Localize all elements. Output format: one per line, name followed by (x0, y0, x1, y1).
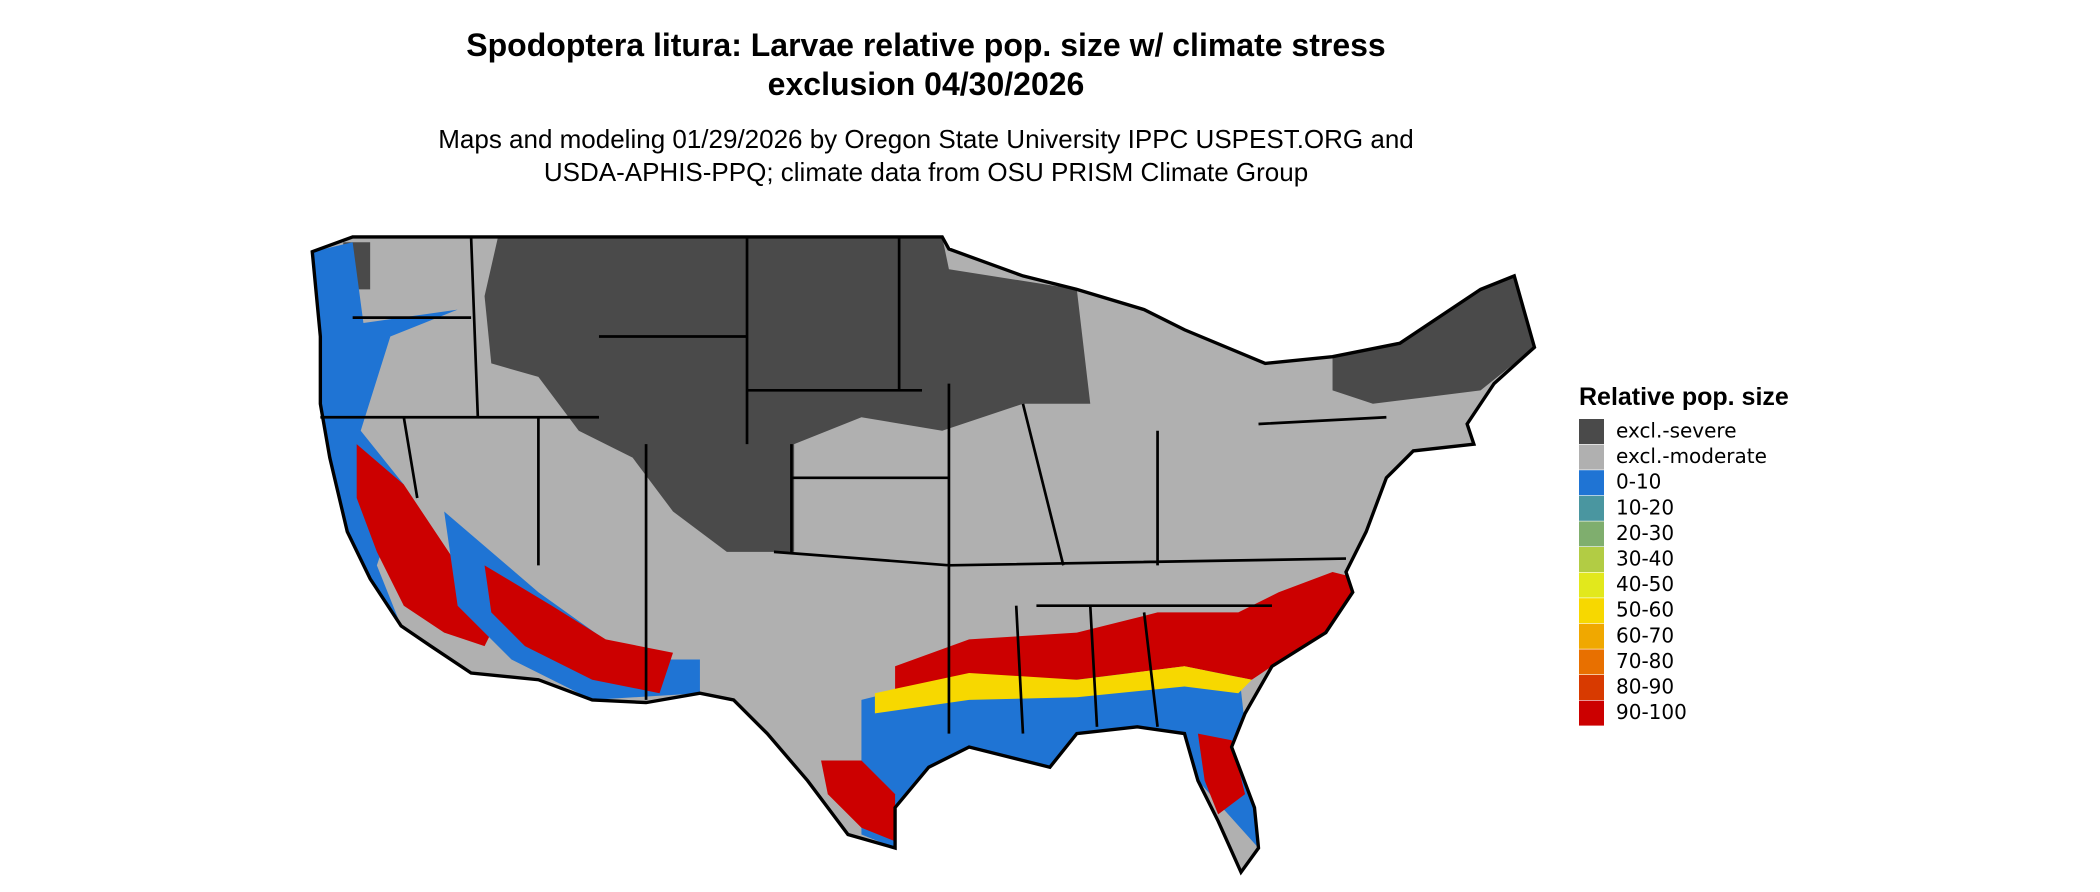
legend-swatch (1579, 495, 1604, 521)
zone-severe (1332, 275, 1535, 404)
legend-label: 10-20 (1616, 495, 1674, 519)
legend-swatch (1579, 444, 1604, 470)
legend-label: excl.-severe (1616, 419, 1737, 443)
zone-mid (874, 666, 1252, 714)
legend-swatch (1579, 470, 1604, 496)
subtitle-line: Maps and modeling 01/29/2026 by Oregon S… (438, 124, 1414, 154)
legend-title: Relative pop. size (1579, 383, 1789, 411)
zone-low (444, 511, 700, 700)
legend-label: 0-10 (1616, 470, 1661, 494)
map (310, 235, 1537, 874)
legend-swatch (1579, 623, 1604, 649)
zone-severe (484, 236, 1091, 552)
legend-label: 80-90 (1616, 675, 1674, 699)
legend-label: excl.-moderate (1616, 444, 1767, 468)
title-line: exclusion 04/30/2026 (768, 66, 1085, 102)
legend-swatch (1579, 547, 1604, 572)
legend-swatch (1579, 700, 1604, 726)
state-borders (320, 236, 1387, 734)
legend-label: 30-40 (1616, 547, 1674, 571)
legend: excl.-severeexcl.-moderate0-1010-2020-30… (1579, 419, 1767, 726)
legend-label: 50-60 (1616, 598, 1674, 622)
zone-low (861, 666, 1259, 848)
legend-label: 60-70 (1616, 623, 1674, 647)
title-line: Spodoptera litura: Larvae relative pop. … (466, 27, 1385, 63)
zone-high (895, 572, 1360, 694)
legend-swatch (1579, 675, 1604, 700)
legend-label: 20-30 (1616, 521, 1674, 545)
legend-swatch (1579, 521, 1604, 547)
legend-label: 40-50 (1616, 572, 1674, 596)
legend-swatch (1579, 572, 1604, 598)
legend-swatch (1579, 419, 1604, 444)
subtitle-line: USDA-APHIS-PPQ; climate data from OSU PR… (544, 157, 1308, 187)
legend-label: 70-80 (1616, 649, 1674, 673)
legend-swatch (1579, 649, 1604, 675)
zone-high (821, 760, 896, 842)
zone-high (484, 565, 673, 694)
legend-swatch (1579, 598, 1604, 624)
legend-label: 90-100 (1616, 700, 1687, 724)
